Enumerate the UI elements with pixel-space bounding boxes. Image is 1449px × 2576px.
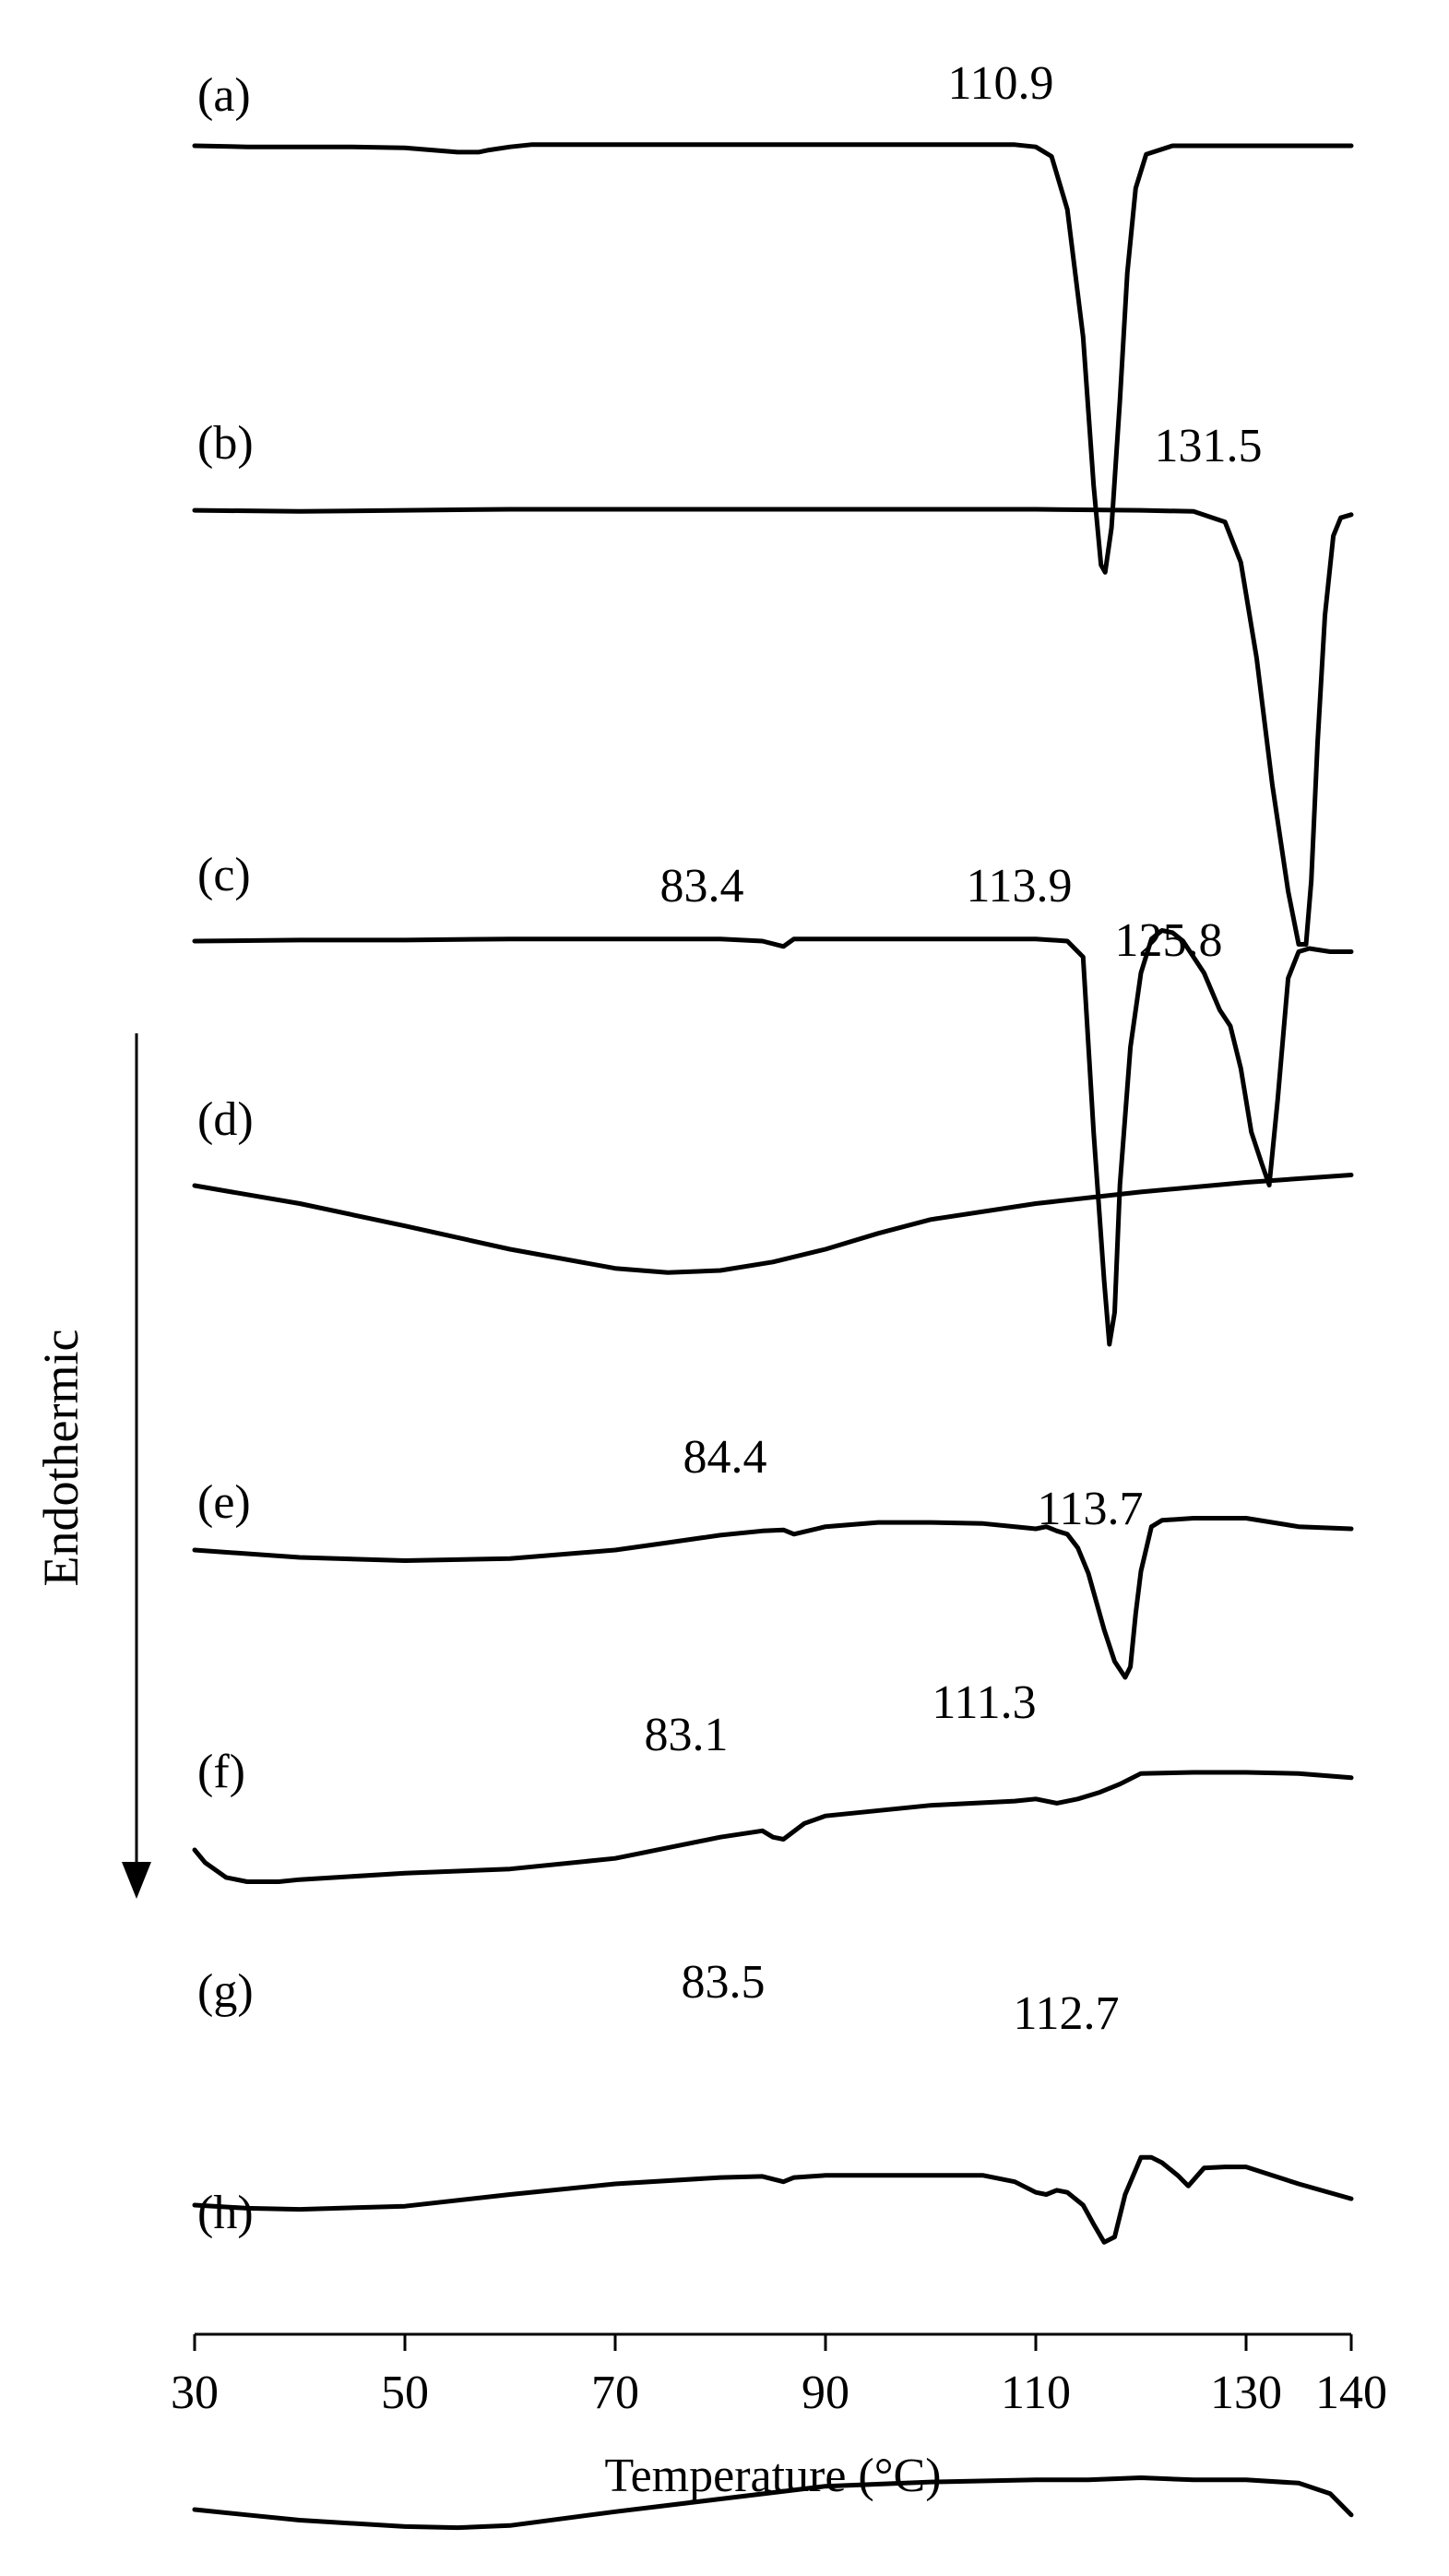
thermogram-curves: [192, 142, 1354, 2531]
x-axis: 30 50 70 90 110 130 140: [171, 2332, 1387, 2419]
curve-labels: (a) (b) (c) (d) (e) (f) (g) (h): [197, 69, 254, 2239]
peak-annotation: 112.7: [1013, 1987, 1119, 2040]
curve-b: [192, 507, 1354, 947]
endothermic-arrow-head: [122, 1862, 151, 1899]
curve-label-c: (c): [197, 849, 251, 901]
x-tick-label: 90: [802, 2367, 849, 2419]
curve-f: [192, 1770, 1354, 1884]
peak-annotation: 110.9: [947, 57, 1053, 110]
curve-label-b: (b): [197, 417, 254, 470]
endothermic-indicator: Endothermic: [33, 1033, 151, 1899]
curve-label-d: (d): [197, 1093, 254, 1146]
curve-label-a: (a): [197, 69, 251, 122]
peak-annotation: 113.7: [1037, 1483, 1143, 1535]
peak-annotation: 83.5: [682, 1956, 766, 2009]
peak-annotation: 131.5: [1155, 420, 1263, 472]
curve-d: [192, 1173, 1354, 1275]
curve-label-e: (e): [197, 1476, 251, 1529]
curve-h: [192, 2475, 1354, 2531]
peak-annotations: 110.9 131.5 83.4 113.9 125.8 84.4 113.7 83.1 111…: [645, 57, 1263, 2040]
peak-annotation: 84.4: [683, 1431, 767, 1484]
x-tick-label: 70: [591, 2367, 639, 2419]
y-axis-label: Endothermic: [33, 1330, 89, 1587]
peak-annotation: 125.8: [1115, 914, 1223, 967]
peak-annotation: 83.1: [645, 1709, 729, 1761]
curve-a: [192, 142, 1354, 575]
curve-label-f: (f): [197, 1746, 245, 1798]
peak-annotation: 113.9: [966, 860, 1072, 912]
x-tick-label: 30: [171, 2367, 219, 2419]
curve-label-g: (g): [197, 1965, 254, 2018]
peak-annotation: 83.4: [660, 860, 744, 912]
curve-g: [192, 2154, 1354, 2245]
curve-label-h: (h): [197, 2187, 254, 2239]
x-tick-label: 130: [1210, 2367, 1282, 2419]
peak-annotation: 111.3: [932, 1676, 1036, 1729]
x-tick-label: 50: [381, 2367, 429, 2419]
x-tick-label: 110: [1001, 2367, 1071, 2419]
x-tick-label: 140: [1315, 2367, 1387, 2419]
curve-e: [192, 1516, 1354, 1680]
x-axis-label: Temperature (°C): [604, 2450, 941, 2502]
curve-c: [192, 928, 1354, 1347]
